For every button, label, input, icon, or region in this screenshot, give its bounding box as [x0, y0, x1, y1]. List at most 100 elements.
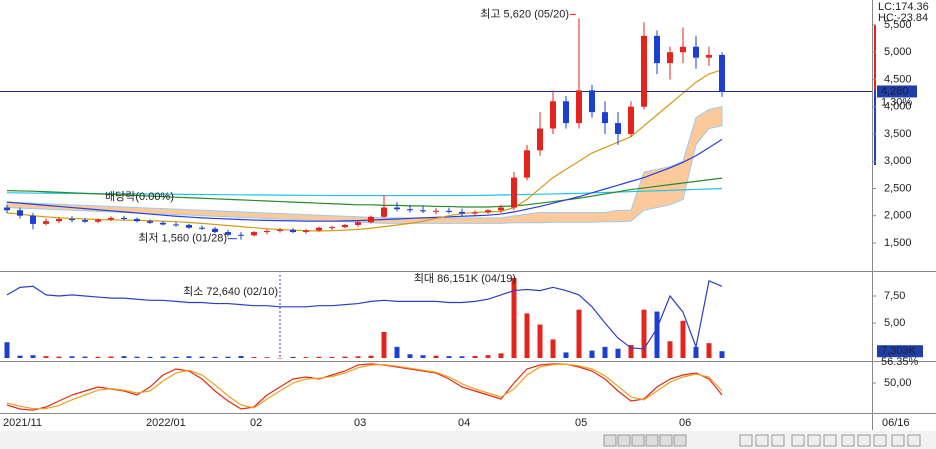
button[interactable] [631, 434, 645, 447]
volume-bar [615, 348, 621, 358]
cloud [6, 106, 723, 224]
candle-body [134, 218, 140, 222]
button[interactable] [873, 434, 887, 447]
current-price-box [877, 85, 917, 98]
volume-bar [706, 343, 712, 358]
volume-bar [186, 356, 192, 358]
button[interactable] [755, 434, 769, 447]
candle-body [524, 150, 530, 178]
button[interactable] [857, 434, 871, 447]
y-tick-label: 4,500 [884, 73, 912, 85]
candle-body [667, 52, 673, 64]
volume-bar [160, 356, 166, 358]
y-tick-label: 5,500 [884, 19, 912, 31]
candle-body [212, 228, 218, 233]
x-tick-label: 05 [575, 417, 587, 429]
candle-body [316, 227, 322, 231]
candle-body [225, 232, 231, 235]
toolbar-buttons [603, 434, 921, 447]
candle-body [17, 210, 23, 216]
volume-bar [147, 356, 153, 358]
candle-body [69, 218, 75, 221]
y2-tick-label: 5,00 [884, 317, 905, 329]
indicator-line [6, 363, 723, 410]
x-tick-label: 03 [354, 417, 366, 429]
y-tick-label: 3,000 [884, 155, 912, 167]
x-tick-label: 2022/01 [146, 417, 186, 429]
x-tick-label: 2021/11 [3, 417, 42, 429]
button[interactable] [807, 434, 821, 447]
candle-body [576, 90, 582, 124]
candle-body [108, 217, 114, 220]
button[interactable] [891, 434, 905, 447]
button[interactable] [841, 434, 855, 447]
volume-bar [498, 353, 504, 358]
y-tick-label: 3,500 [884, 128, 912, 140]
volume-bar [433, 355, 439, 358]
last-volume-label: 7,303K [881, 345, 917, 357]
volume-bar [316, 356, 322, 358]
volume-bar [485, 355, 491, 358]
volume-bar [17, 355, 23, 358]
candle-body [615, 123, 621, 134]
volume-bar [368, 355, 374, 358]
volume-bar [173, 356, 179, 358]
candle-body [693, 46, 699, 58]
y-tick-label: 2,000 [884, 210, 912, 222]
button[interactable] [907, 434, 921, 447]
dividend-label: 배당락(0.00%) [105, 190, 174, 203]
volume-bar [303, 357, 309, 358]
hc-label: HC:-23.84 [878, 12, 928, 24]
candle-body [407, 209, 413, 211]
min-label: 최소 72,640 (02/10) [183, 285, 278, 298]
volume-bar [134, 356, 140, 358]
ratio-label: 56.35% [881, 356, 919, 368]
candle-body [719, 54, 725, 92]
y-tick-label: 4,000 [884, 101, 912, 113]
volume-bar [628, 344, 634, 358]
y-tick-label: 5,000 [884, 46, 912, 58]
candle-body [485, 210, 491, 213]
volume-bar [420, 355, 426, 358]
candle-body [30, 215, 36, 224]
indicator-line [6, 138, 723, 222]
volume-bar [121, 356, 127, 358]
high-label: 최고 5,620 (05/20) [480, 7, 569, 20]
candle-body [303, 230, 309, 233]
button[interactable] [645, 434, 659, 447]
candle-body [329, 227, 335, 229]
button[interactable] [673, 434, 687, 447]
indicator-line [6, 363, 723, 411]
volume-bar [277, 357, 283, 359]
candle-body [641, 35, 647, 107]
volume-bar [82, 356, 88, 358]
button[interactable] [823, 434, 837, 447]
volume-bar [381, 331, 387, 358]
button[interactable] [603, 434, 617, 447]
button[interactable] [659, 434, 673, 447]
volume-bar [537, 324, 543, 358]
candle-body [277, 229, 283, 231]
button[interactable] [617, 434, 631, 447]
y2-tick-label: 7,50 [884, 290, 905, 302]
candle-body [680, 46, 686, 53]
button[interactable] [739, 434, 753, 447]
volume-bar [251, 357, 257, 358]
volume-bar [524, 313, 530, 358]
lc-label: LC:174.36 [878, 1, 929, 13]
candle-body [4, 207, 10, 211]
candle-body [121, 217, 127, 219]
candle-body [563, 101, 569, 124]
candle-body [251, 232, 257, 236]
button[interactable] [771, 434, 785, 447]
candle-body [706, 54, 712, 58]
volume-bar [446, 356, 452, 358]
candle-body [342, 224, 348, 228]
button[interactable] [791, 434, 805, 447]
candle-body [498, 207, 504, 211]
volume-bar [355, 356, 361, 358]
volume-bar [264, 357, 270, 358]
